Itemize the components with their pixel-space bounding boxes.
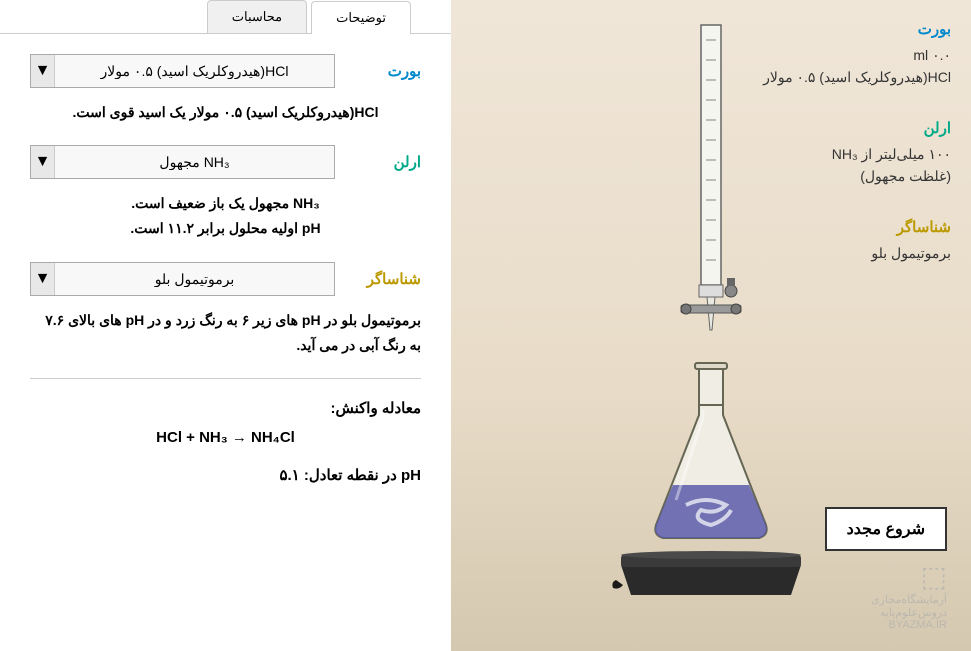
tab-explanations[interactable]: توضیحات: [311, 1, 411, 34]
divider: [30, 378, 421, 379]
restart-button[interactable]: شروع مجدد: [825, 507, 947, 551]
flask-graphic: [631, 360, 791, 560]
burette-select-wrap[interactable]: HCl(هیدروکلریک اسید) ۰.۵ مولار ▼: [30, 54, 335, 88]
ph-equivalence: pH در نقطه تعادل: ۵.۱: [30, 466, 421, 484]
flask-select-wrap[interactable]: NH₃ مجهول ▼: [30, 145, 335, 179]
stirrer-graphic: [611, 540, 811, 600]
flask-row: ارلن NH₃ مجهول ▼: [30, 145, 421, 179]
tab-calculations[interactable]: محاسبات: [207, 0, 307, 33]
indicator-row: شناساگر برموتیمول بلو ▼: [30, 262, 421, 296]
simulation-panel: بورت ۰.۰ ml HCl(هیدروکلریک اسید) ۰.۵ مول…: [451, 0, 971, 651]
burette-row: بورت HCl(هیدروکلریک اسید) ۰.۵ مولار ▼: [30, 54, 421, 88]
burette-select[interactable]: HCl(هیدروکلریک اسید) ۰.۵ مولار: [55, 55, 334, 87]
chevron-down-icon: ▼: [31, 146, 55, 178]
logo: ⬚ آزمایشگاه‌مجازی دروس‌علوم‌پایه BYAZMA.…: [871, 560, 947, 631]
equation-label: معادله واکنش:: [30, 399, 421, 417]
flask-select[interactable]: NH₃ مجهول: [55, 146, 334, 178]
chevron-down-icon: ▼: [31, 55, 55, 87]
controls-panel: توضیحات محاسبات بورت HCl(هیدروکلریک اسید…: [0, 0, 451, 651]
tabs: توضیحات محاسبات: [0, 0, 451, 34]
indicator-select-wrap[interactable]: برموتیمول بلو ▼: [30, 262, 335, 296]
burette-description: HCl(هیدروکلریک اسید) ۰.۵ مولار یک اسید ق…: [30, 100, 421, 125]
chevron-down-icon: ▼: [31, 263, 55, 295]
flask-description: NH₃ مجهول یک باز ضعیف است. pH اولیه محلو…: [30, 191, 421, 241]
indicator-label: شناساگر: [351, 270, 421, 288]
apparatus: [621, 20, 801, 600]
flask-label: ارلن: [351, 153, 421, 171]
indicator-select[interactable]: برموتیمول بلو: [55, 263, 334, 295]
burette-label: بورت: [351, 62, 421, 80]
indicator-description: برموتیمول بلو در pH های زیر ۶ به رنگ زرد…: [30, 308, 421, 358]
burette-graphic: [671, 20, 751, 360]
equation-formula: HCl + NH₃ → NH₄Cl: [30, 429, 421, 446]
